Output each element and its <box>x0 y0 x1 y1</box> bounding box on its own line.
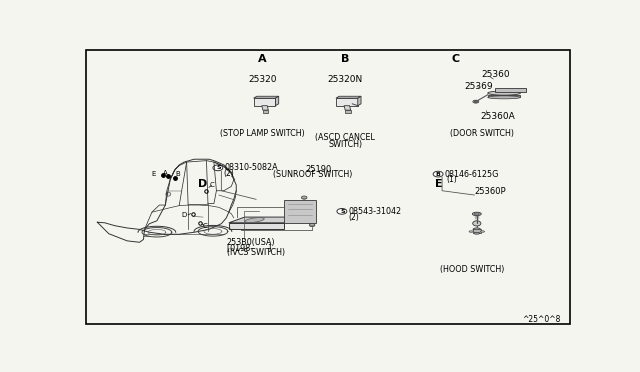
Text: A: A <box>258 54 267 64</box>
Text: (DOOR SWITCH): (DOOR SWITCH) <box>450 129 514 138</box>
Text: (ASCD CANCEL: (ASCD CANCEL <box>316 133 375 142</box>
Polygon shape <box>344 106 351 110</box>
Text: (HOOD SWITCH): (HOOD SWITCH) <box>440 265 504 274</box>
Text: (1): (1) <box>446 175 457 185</box>
Ellipse shape <box>473 228 481 231</box>
Polygon shape <box>345 110 351 113</box>
Text: 25360A: 25360A <box>481 112 515 121</box>
Text: 25320: 25320 <box>248 74 276 83</box>
Circle shape <box>337 208 347 214</box>
Ellipse shape <box>474 213 479 215</box>
Text: ^25^0^8: ^25^0^8 <box>522 315 561 324</box>
Circle shape <box>213 165 223 171</box>
Text: B: B <box>436 171 440 177</box>
Text: (STOP LAMP SWITCH): (STOP LAMP SWITCH) <box>220 129 305 138</box>
Text: [0198-      ]: [0198- ] <box>227 243 271 252</box>
Text: B: B <box>175 171 180 177</box>
Text: 253B0(USA): 253B0(USA) <box>227 238 275 247</box>
Text: (2): (2) <box>223 169 234 178</box>
Polygon shape <box>275 96 278 106</box>
Polygon shape <box>262 106 268 110</box>
Polygon shape <box>263 110 268 113</box>
Text: 25320N: 25320N <box>328 74 363 83</box>
Text: E: E <box>435 179 442 189</box>
Text: (IVCS SWITCH): (IVCS SWITCH) <box>227 248 285 257</box>
Text: 25190: 25190 <box>306 165 332 174</box>
Ellipse shape <box>473 221 481 226</box>
Text: SWITCH): SWITCH) <box>328 140 362 148</box>
Ellipse shape <box>472 212 481 216</box>
Text: 25360: 25360 <box>482 70 510 79</box>
Polygon shape <box>284 200 316 223</box>
Ellipse shape <box>480 231 484 232</box>
Polygon shape <box>495 88 527 92</box>
Ellipse shape <box>166 192 171 196</box>
Circle shape <box>301 196 307 199</box>
Text: D: D <box>182 212 187 218</box>
Polygon shape <box>473 230 481 233</box>
Polygon shape <box>336 96 361 98</box>
Text: (SUNROOF SWITCH): (SUNROOF SWITCH) <box>273 170 353 179</box>
Text: E: E <box>152 170 156 177</box>
Text: 25369: 25369 <box>465 82 493 91</box>
Polygon shape <box>488 91 520 95</box>
Text: (2): (2) <box>349 212 360 222</box>
Text: S: S <box>340 209 345 214</box>
Text: S: S <box>216 165 221 170</box>
Polygon shape <box>488 96 520 99</box>
Polygon shape <box>488 95 520 97</box>
Ellipse shape <box>474 101 477 102</box>
Text: C: C <box>452 54 460 64</box>
Polygon shape <box>229 217 300 223</box>
Text: 08146-6125G: 08146-6125G <box>445 170 499 179</box>
Polygon shape <box>229 223 284 228</box>
Polygon shape <box>358 96 361 106</box>
Circle shape <box>433 171 443 177</box>
Polygon shape <box>336 98 358 106</box>
Text: D: D <box>198 179 207 189</box>
Text: 08543-31042: 08543-31042 <box>349 207 402 216</box>
Text: 08310-5082A: 08310-5082A <box>225 163 278 172</box>
Text: C: C <box>203 223 207 229</box>
Ellipse shape <box>469 231 474 232</box>
Polygon shape <box>253 98 275 106</box>
Text: 25360P: 25360P <box>474 187 506 196</box>
Polygon shape <box>253 96 278 98</box>
Ellipse shape <box>473 100 479 103</box>
Ellipse shape <box>245 218 264 222</box>
Text: C: C <box>210 182 215 188</box>
Text: A: A <box>163 170 168 176</box>
Ellipse shape <box>474 232 480 234</box>
Circle shape <box>309 224 315 227</box>
Text: B: B <box>341 54 349 64</box>
